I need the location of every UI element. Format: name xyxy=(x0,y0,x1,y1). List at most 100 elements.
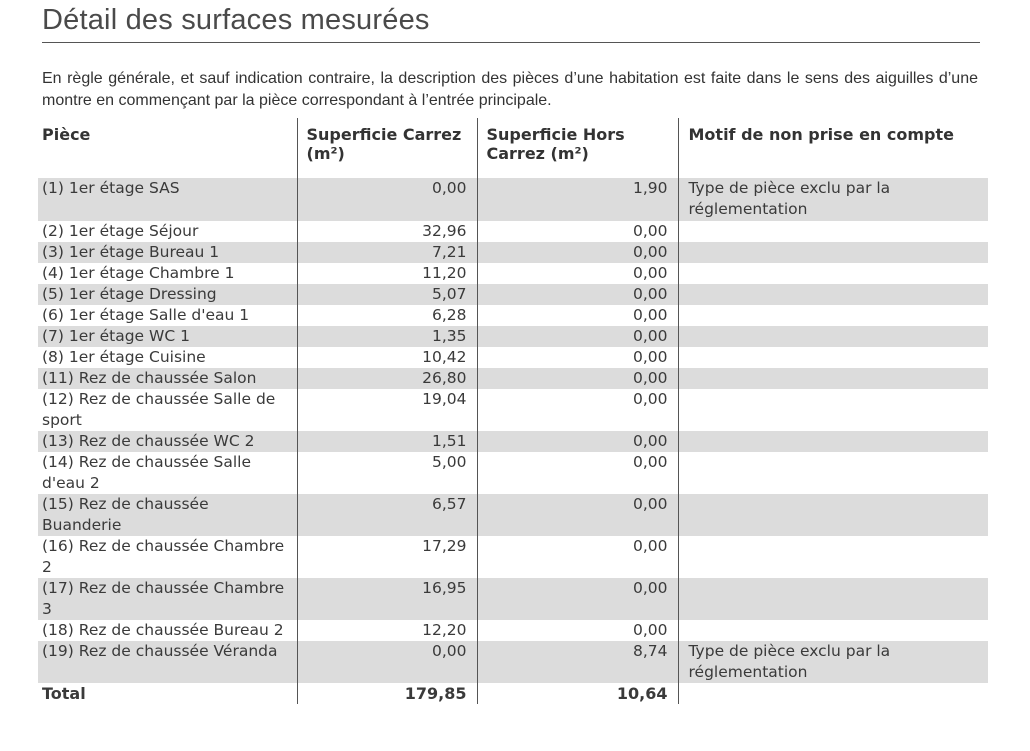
cell-hors-carrez: 0,00 xyxy=(476,263,678,284)
table-row: (11) Rez de chaussée Salon 26,80 0,00 xyxy=(38,368,988,389)
cell-piece: (14) Rez de chaussée Salle d'eau 2 xyxy=(42,453,252,492)
table-row: (12) Rez de chaussée Salle de sport 19,04… xyxy=(38,389,988,431)
cell-motif xyxy=(677,284,988,305)
total-hors-carrez: 10,64 xyxy=(476,683,678,704)
table-row: (14) Rez de chaussée Salle d'eau 2 5,00 0,… xyxy=(38,452,988,494)
cell-hors-carrez: 0,00 xyxy=(476,347,678,368)
header-carrez: Superficie Carrez (m²) xyxy=(296,118,477,178)
title-divider xyxy=(42,42,980,43)
total-row: Total 179,85 10,64 xyxy=(38,683,988,704)
cell-piece: (4) 1er étage Chambre 1 xyxy=(42,264,235,282)
cell-carrez: 7,21 xyxy=(296,242,477,263)
cell-piece: (2) 1er étage Séjour xyxy=(42,222,199,240)
cell-piece: (7) 1er étage WC 1 xyxy=(38,326,297,347)
cell-carrez: 5,07 xyxy=(296,284,477,305)
cell-motif xyxy=(677,620,988,641)
header-hors-carrez: Superficie Hors Carrez (m²) xyxy=(476,118,678,178)
cell-motif xyxy=(677,431,988,452)
cell-carrez: 6,28 xyxy=(296,305,477,326)
cell-piece: (13) Rez de chaussée WC 2 xyxy=(38,431,297,452)
total-motif xyxy=(677,683,988,704)
cell-piece: (15) Rez de chaussée Buanderie xyxy=(38,494,297,536)
table-row: (3) 1er étage Bureau 1 7,21 0,00 xyxy=(38,242,988,263)
cell-hors-carrez: 0,00 xyxy=(476,305,678,326)
table-row: (1) 1er étage SAS 0,00 1,90 Type de pièce e… xyxy=(38,178,988,221)
cell-motif xyxy=(677,305,988,326)
total-label: Total xyxy=(42,684,86,703)
cell-carrez: 17,29 xyxy=(296,536,477,578)
cell-piece: (8) 1er étage Cuisine xyxy=(42,348,206,366)
cell-hors-carrez: 0,00 xyxy=(476,326,678,347)
cell-motif xyxy=(677,389,988,431)
cell-hors-carrez: 1,90 xyxy=(476,178,678,221)
cell-motif xyxy=(677,578,988,620)
total-carrez: 179,85 xyxy=(296,683,477,704)
header-piece: Pièce xyxy=(38,118,297,178)
cell-carrez: 1,35 xyxy=(296,326,477,347)
cell-carrez: 16,95 xyxy=(296,578,477,620)
table-row: (17) Rez de chaussée Chambre 3 16,95 0,00 xyxy=(38,578,988,620)
cell-carrez: 11,20 xyxy=(296,263,477,284)
table-row: (16) Rez de chaussée Chambre 2 17,29 0,00 xyxy=(38,536,988,578)
cell-carrez: 0,00 xyxy=(296,641,477,683)
cell-carrez: 5,00 xyxy=(296,452,477,494)
cell-hors-carrez: 0,00 xyxy=(476,536,678,578)
cell-hors-carrez: 0,00 xyxy=(476,620,678,641)
cell-carrez: 10,42 xyxy=(296,347,477,368)
cell-motif: Type de pièce exclu par la réglementatio… xyxy=(677,641,988,683)
table-row: (5) 1er étage Dressing 5,07 0,00 xyxy=(38,284,988,305)
cell-motif xyxy=(677,263,988,284)
cell-hors-carrez: 0,00 xyxy=(476,431,678,452)
cell-hors-carrez: 0,00 xyxy=(476,284,678,305)
cell-piece: (3) 1er étage Bureau 1 xyxy=(38,242,297,263)
table-row: (7) 1er étage WC 1 1,35 0,00 xyxy=(38,326,988,347)
table-row: (6) 1er étage Salle d'eau 1 6,28 0,00 xyxy=(38,305,988,326)
cell-carrez: 12,20 xyxy=(296,620,477,641)
cell-piece: (18) Rez de chaussée Bureau 2 xyxy=(42,621,284,639)
header-motif: Motif de non prise en compte xyxy=(677,118,988,178)
cell-piece: (11) Rez de chaussée Salon xyxy=(38,368,297,389)
cell-motif xyxy=(677,347,988,368)
cell-carrez: 26,80 xyxy=(296,368,477,389)
cell-hors-carrez: 0,00 xyxy=(476,221,678,242)
table-body: (1) 1er étage SAS 0,00 1,90 Type de pièce e… xyxy=(38,178,988,704)
cell-hors-carrez: 0,00 xyxy=(476,452,678,494)
cell-hors-carrez: 0,00 xyxy=(476,494,678,536)
cell-motif: Type de pièce exclu par la réglementatio… xyxy=(677,178,988,221)
cell-motif xyxy=(677,494,988,536)
cell-piece: (17) Rez de chaussée Chambre 3 xyxy=(38,578,297,620)
cell-motif xyxy=(677,452,988,494)
cell-carrez: 1,51 xyxy=(296,431,477,452)
table-row: (4) 1er étage Chambre 1 11,20 0,00 xyxy=(38,263,988,284)
table-row: (2) 1er étage Séjour 32,96 0,00 xyxy=(38,221,988,242)
table-row: (13) Rez de chaussée WC 2 1,51 0,00 xyxy=(38,431,988,452)
table-row: (8) 1er étage Cuisine 10,42 0,00 xyxy=(38,347,988,368)
table-row: (15) Rez de chaussée Buanderie 6,57 0,00 xyxy=(38,494,988,536)
cell-motif xyxy=(677,221,988,242)
cell-piece: (19) Rez de chaussée Véranda xyxy=(38,641,297,683)
cell-carrez: 19,04 xyxy=(296,389,477,431)
cell-hors-carrez: 0,00 xyxy=(476,389,678,431)
cell-piece: (1) 1er étage SAS xyxy=(38,178,297,221)
page-title: Détail des surfaces mesurées xyxy=(42,4,430,36)
table-row: (18) Rez de chaussée Bureau 2 12,20 0,00 xyxy=(38,620,988,641)
cell-piece: (12) Rez de chaussée Salle de sport xyxy=(42,390,276,429)
cell-carrez: 0,00 xyxy=(296,178,477,221)
table-row: (19) Rez de chaussée Véranda 0,00 8,74 Type… xyxy=(38,641,988,683)
cell-carrez: 32,96 xyxy=(296,221,477,242)
cell-hors-carrez: 0,00 xyxy=(476,578,678,620)
cell-hors-carrez: 0,00 xyxy=(476,368,678,389)
cell-hors-carrez: 0,00 xyxy=(476,242,678,263)
cell-piece: (16) Rez de chaussée Chambre 2 xyxy=(42,537,285,576)
cell-motif xyxy=(677,368,988,389)
cell-motif xyxy=(677,326,988,347)
table-header-row: Pièce Superficie Carrez (m²) Superficie … xyxy=(38,118,988,178)
cell-carrez: 6,57 xyxy=(296,494,477,536)
cell-motif xyxy=(677,242,988,263)
cell-hors-carrez: 8,74 xyxy=(476,641,678,683)
intro-paragraph: En règle générale, et sauf indication co… xyxy=(42,70,978,109)
cell-motif xyxy=(677,536,988,578)
cell-piece: (5) 1er étage Dressing xyxy=(38,284,297,305)
cell-piece: (6) 1er étage Salle d'eau 1 xyxy=(42,306,250,324)
surfaces-table: Pièce Superficie Carrez (m²) Superficie … xyxy=(38,118,988,704)
